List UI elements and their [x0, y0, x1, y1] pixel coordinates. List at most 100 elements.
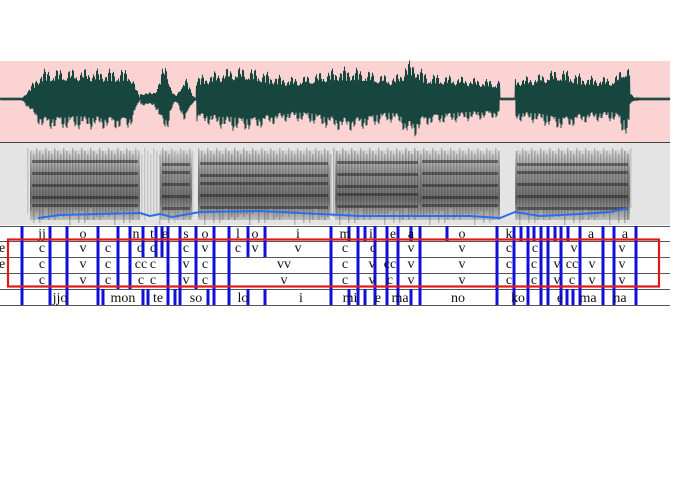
glottal-striation — [294, 154, 296, 226]
tier-cv-2-label: c — [105, 257, 111, 272]
glottal-striation — [531, 148, 533, 211]
glottal-striation — [192, 151, 194, 217]
glottal-striation — [390, 151, 392, 211]
glottal-striation — [48, 151, 50, 220]
glottal-striation — [627, 154, 629, 220]
glottal-striation — [126, 148, 128, 211]
tier-syllables-label: so — [190, 291, 202, 306]
glottal-striation — [426, 151, 428, 214]
tier-syllables-label: na — [613, 291, 627, 306]
glottal-striation — [156, 151, 158, 214]
glottal-striation — [519, 154, 521, 226]
glottal-striation — [480, 151, 482, 211]
glottal-striation — [417, 151, 419, 217]
glottal-striation — [375, 154, 377, 214]
glottal-striation — [594, 148, 596, 220]
glottal-striation — [486, 148, 488, 211]
glottal-striation — [174, 151, 176, 223]
glottal-striation — [534, 151, 536, 223]
glottal-striation — [396, 148, 398, 211]
glottal-striation — [204, 154, 206, 226]
glottal-striation — [183, 151, 185, 220]
glottal-striation — [540, 148, 542, 208]
glottal-striation — [30, 151, 32, 211]
glottal-striation — [273, 151, 275, 220]
glottal-striation — [342, 148, 344, 214]
tier-cv-1-label: v — [408, 241, 415, 256]
glottal-striation — [603, 148, 605, 217]
glottal-striation — [537, 154, 539, 220]
glottal-striation — [246, 151, 248, 214]
glottal-striation — [96, 154, 98, 217]
glottal-striation — [72, 148, 74, 214]
glottal-striation — [618, 154, 620, 223]
spectrogram-panel — [0, 143, 670, 226]
glottal-striation — [324, 148, 326, 220]
glottal-striation — [189, 148, 191, 220]
tier-cv-2-label: v — [554, 257, 561, 272]
glottal-striation — [555, 154, 557, 214]
glottal-striation — [447, 154, 449, 220]
tier-syllables-label: ma — [391, 291, 409, 306]
tier-cv-1-label: c — [506, 241, 512, 256]
glottal-striation — [459, 148, 461, 220]
glottal-striation — [573, 154, 575, 223]
glottal-striation — [357, 154, 359, 220]
glottal-striation — [258, 154, 260, 223]
glottal-striation — [27, 148, 29, 214]
glottal-striation — [105, 154, 107, 214]
glottal-striation — [585, 148, 587, 208]
glottal-striation — [201, 151, 203, 214]
tier-cv-1-label: c — [532, 241, 538, 256]
glottal-striation — [528, 154, 530, 223]
glottal-striation — [60, 154, 62, 214]
glottal-striation — [54, 148, 56, 220]
glottal-striation — [615, 151, 617, 211]
glottal-striation — [114, 154, 116, 226]
tier-cv-1-label: v — [80, 241, 87, 256]
glottal-striation — [477, 148, 479, 214]
glottal-striation — [138, 151, 140, 220]
tier-cv-1-label: c — [150, 241, 156, 256]
glottal-striation — [327, 151, 329, 217]
tier-syllables-label: ma — [579, 291, 597, 306]
glottal-striation — [129, 151, 131, 223]
glottal-striation — [456, 154, 458, 217]
glottal-striation — [66, 151, 68, 214]
glottal-striation — [300, 151, 302, 211]
glottal-striation — [609, 154, 611, 226]
glottal-striation — [474, 154, 476, 226]
tier-cv-2-label: c — [531, 257, 537, 272]
tier-cv-2-label: c — [506, 257, 512, 272]
tier-cv-2-label: v — [619, 257, 626, 272]
glottal-striation — [321, 154, 323, 217]
glottal-striation — [168, 154, 170, 223]
glottal-striation — [495, 148, 497, 208]
glottal-striation — [267, 154, 269, 220]
glottal-striation — [591, 154, 593, 217]
glottal-striation — [90, 148, 92, 208]
glottal-striation — [549, 148, 551, 220]
glottal-striation — [120, 151, 122, 211]
glottal-striation — [279, 148, 281, 220]
tier-cv-2-label: c — [39, 257, 45, 272]
tier-cv-2-label: cc — [566, 257, 578, 272]
glottal-striation — [240, 154, 242, 214]
glottal-striation — [492, 154, 494, 220]
glottal-striation — [261, 148, 263, 211]
glottal-striation — [558, 148, 560, 217]
glottal-striation — [432, 148, 434, 214]
tier-cv-1-label: v — [459, 241, 466, 256]
formant-band — [517, 163, 628, 166]
tier-syllables-label: mi — [343, 291, 358, 306]
glottal-striation — [93, 151, 95, 220]
glottal-striation — [414, 148, 416, 220]
glottal-striation — [516, 151, 518, 214]
glottal-striation — [570, 151, 572, 211]
glottal-striation — [420, 154, 422, 214]
glottal-striation — [225, 148, 227, 208]
formant-band — [517, 183, 628, 186]
tier-syllables-label: ko — [511, 291, 525, 306]
glottal-striation — [276, 154, 278, 217]
